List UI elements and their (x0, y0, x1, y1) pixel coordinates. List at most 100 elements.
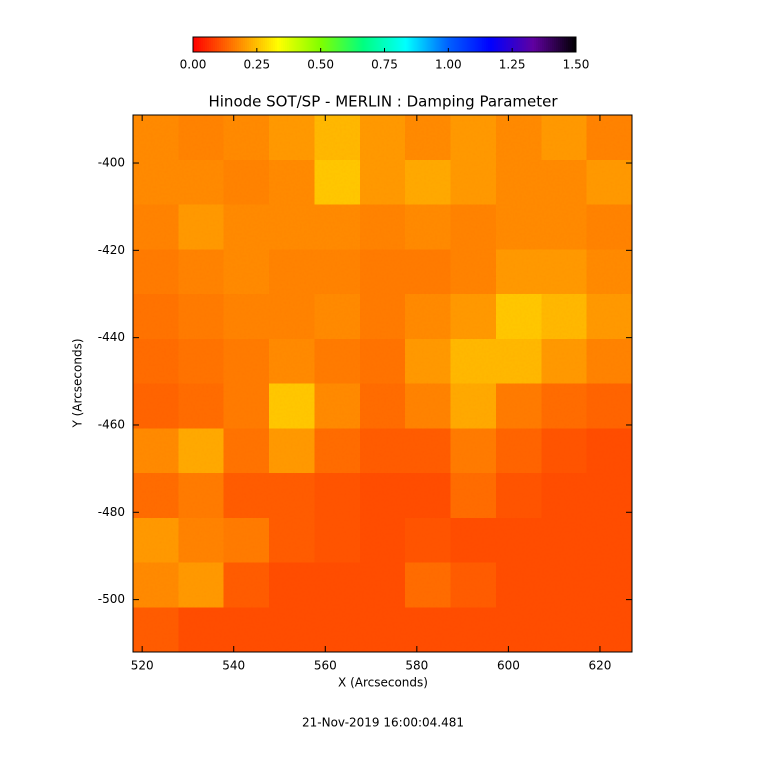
colorbar-swatch (194, 37, 198, 52)
colorbar-swatch (560, 37, 563, 52)
colorbar-swatch (564, 37, 567, 52)
colorbar-swatch (380, 37, 384, 52)
colorbar-swatch (510, 37, 513, 52)
colorbar-swatch (456, 37, 459, 52)
colorbar-swatch (196, 37, 200, 52)
colorbar-swatch (272, 37, 276, 52)
colorbar-swatch (406, 37, 409, 52)
colorbar-swatch (514, 37, 517, 52)
colorbar-swatch (278, 37, 282, 52)
y-tick-label: -420 (98, 243, 125, 257)
colorbar-swatch (236, 37, 240, 52)
colorbar-tick-label: 0.75 (371, 58, 398, 72)
x-tick-label: 560 (314, 659, 337, 673)
colorbar-swatch (356, 37, 360, 52)
colorbar-swatch (526, 37, 529, 52)
colorbar-swatch (532, 37, 535, 52)
colorbar-swatch (306, 37, 310, 52)
colorbar-swatch (322, 37, 326, 52)
colorbar-swatch (230, 37, 234, 52)
y-axis-label: Y (Arcseconds) (71, 338, 85, 428)
colorbar-swatch (398, 37, 401, 52)
colorbar-swatch (552, 37, 555, 52)
colorbar-swatch (430, 37, 433, 52)
colorbar-swatch (446, 37, 449, 52)
colorbar-swatch (394, 37, 397, 52)
colorbar-swatch (504, 37, 507, 52)
colorbar-swatch (242, 37, 246, 52)
colorbar-swatch (484, 37, 487, 52)
colorbar-swatch (350, 37, 354, 52)
colorbar-swatch (438, 37, 441, 52)
colorbar-swatch (300, 37, 304, 52)
colorbar-swatch (346, 37, 350, 52)
colorbar-swatch (568, 37, 571, 52)
colorbar-swatch (408, 37, 411, 52)
colorbar-swatch (220, 37, 224, 52)
colorbar-tick-label: 0.25 (243, 58, 270, 72)
colorbar-swatch (260, 37, 264, 52)
colorbar-swatch (392, 37, 395, 52)
y-tick-label: -500 (98, 592, 125, 606)
colorbar-swatch (222, 37, 226, 52)
colorbar-swatch (450, 37, 453, 52)
colorbar-swatch (554, 37, 557, 52)
colorbar-tick-label: 1.00 (435, 58, 462, 72)
colorbar-swatch (562, 37, 565, 52)
chart-title: Hinode SOT/SP - MERLIN : Damping Paramet… (208, 93, 558, 111)
colorbar-swatch (340, 37, 344, 52)
x-tick-label: 620 (589, 659, 612, 673)
colorbar-swatch (342, 37, 346, 52)
colorbar-tick-label: 0.00 (180, 58, 207, 72)
colorbar-swatch (292, 37, 296, 52)
colorbar-swatch (486, 37, 489, 52)
colorbar-swatch (304, 37, 308, 52)
colorbar-swatch (494, 37, 497, 52)
x-tick-label: 580 (405, 659, 428, 673)
colorbar-swatch (296, 37, 300, 52)
colorbar-swatch (280, 37, 284, 52)
colorbar-swatch (386, 37, 389, 52)
colorbar-swatch (470, 37, 473, 52)
colorbar-swatch (522, 37, 525, 52)
colorbar-swatch (374, 37, 378, 52)
colorbar-swatch (426, 37, 429, 52)
colorbar-swatch (330, 37, 334, 52)
colorbar-swatch (506, 37, 509, 52)
colorbar-swatch (282, 37, 286, 52)
colorbar-swatch (452, 37, 455, 52)
colorbar-swatch (534, 37, 537, 52)
colorbar-swatch (432, 37, 435, 52)
colorbar-swatch (490, 37, 493, 52)
colorbar-swatch (370, 37, 374, 52)
colorbar-swatch (208, 37, 212, 52)
colorbar-swatch (216, 37, 220, 52)
colorbar-swatch (326, 37, 330, 52)
colorbar-swatch (464, 37, 467, 52)
colorbar-swatch (218, 37, 222, 52)
colorbar-swatch (204, 37, 208, 52)
y-tick-label: -400 (98, 156, 125, 170)
colorbar-swatch (324, 37, 328, 52)
colorbar-swatch (202, 37, 206, 52)
colorbar-swatch (226, 37, 230, 52)
colorbar-swatch (212, 37, 216, 52)
colorbar-swatch (376, 37, 380, 52)
colorbar-swatch (320, 37, 324, 52)
colorbar-swatch (314, 37, 318, 52)
colorbar (193, 37, 577, 52)
colorbar-swatch (228, 37, 232, 52)
colorbar-swatch (354, 37, 358, 52)
colorbar-swatch (478, 37, 481, 52)
colorbar-swatch (542, 37, 545, 52)
colorbar-swatch (498, 37, 501, 52)
colorbar-swatch (312, 37, 316, 52)
colorbar-swatch (362, 37, 366, 52)
colorbar-swatch (276, 37, 280, 52)
colorbar-swatch (256, 37, 260, 52)
colorbar-swatch (454, 37, 457, 52)
colorbar-swatch (390, 37, 393, 52)
colorbar-swatch (290, 37, 294, 52)
colorbar-swatch (206, 37, 210, 52)
colorbar-swatch (440, 37, 443, 52)
